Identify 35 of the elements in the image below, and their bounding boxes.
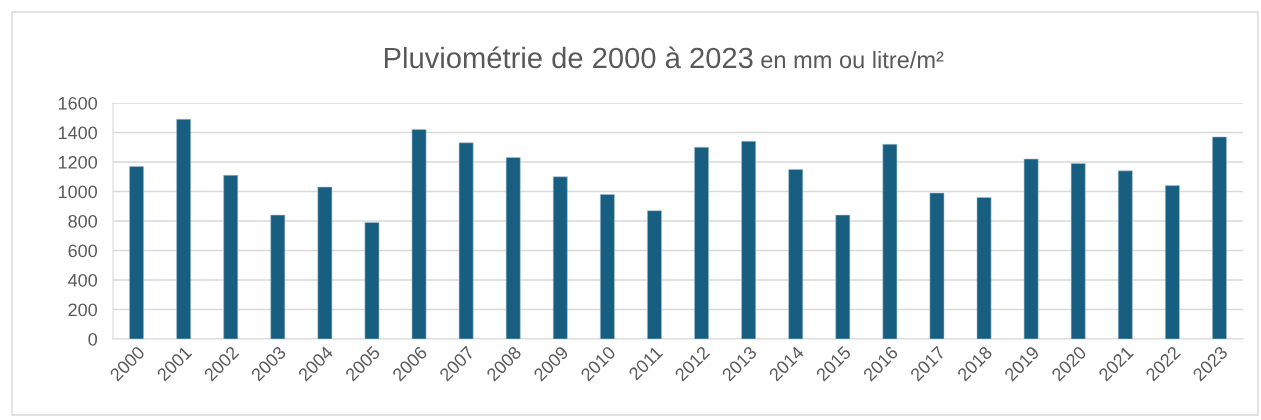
bar bbox=[552, 176, 568, 339]
bar bbox=[411, 129, 427, 339]
bar bbox=[505, 157, 521, 339]
bar bbox=[788, 169, 804, 339]
y-tick-label: 0 bbox=[88, 332, 98, 346]
y-tick-label: 1000 bbox=[58, 185, 98, 199]
bar bbox=[1212, 136, 1227, 339]
y-tick-label: 600 bbox=[68, 244, 98, 258]
y-tick-label: 1600 bbox=[58, 96, 98, 110]
bar bbox=[1023, 158, 1039, 339]
bar bbox=[694, 146, 709, 339]
bar bbox=[176, 118, 191, 339]
bar bbox=[1165, 185, 1180, 339]
y-tick-label: 800 bbox=[68, 214, 98, 228]
y-tick-label: 1200 bbox=[58, 155, 98, 169]
bar bbox=[647, 210, 662, 339]
bar bbox=[835, 214, 851, 339]
bar bbox=[270, 214, 286, 339]
bar bbox=[223, 175, 239, 339]
chart-title: Pluviométrie de 2000 à 2023 bbox=[384, 46, 753, 69]
y-tick-label: 400 bbox=[68, 273, 98, 287]
chart-subtitle: en mm ou litre/m² bbox=[761, 50, 944, 69]
bar bbox=[976, 197, 992, 339]
y-tick-label: 1400 bbox=[58, 126, 98, 140]
bar bbox=[129, 166, 144, 339]
bar bbox=[600, 194, 615, 339]
bar bbox=[1117, 170, 1133, 339]
bar bbox=[929, 192, 945, 339]
bar bbox=[317, 186, 333, 339]
bar bbox=[741, 141, 756, 339]
bar bbox=[458, 142, 474, 339]
bar bbox=[882, 144, 898, 339]
bar bbox=[1070, 163, 1086, 339]
bar bbox=[364, 222, 380, 339]
y-tick-label: 200 bbox=[68, 303, 98, 317]
